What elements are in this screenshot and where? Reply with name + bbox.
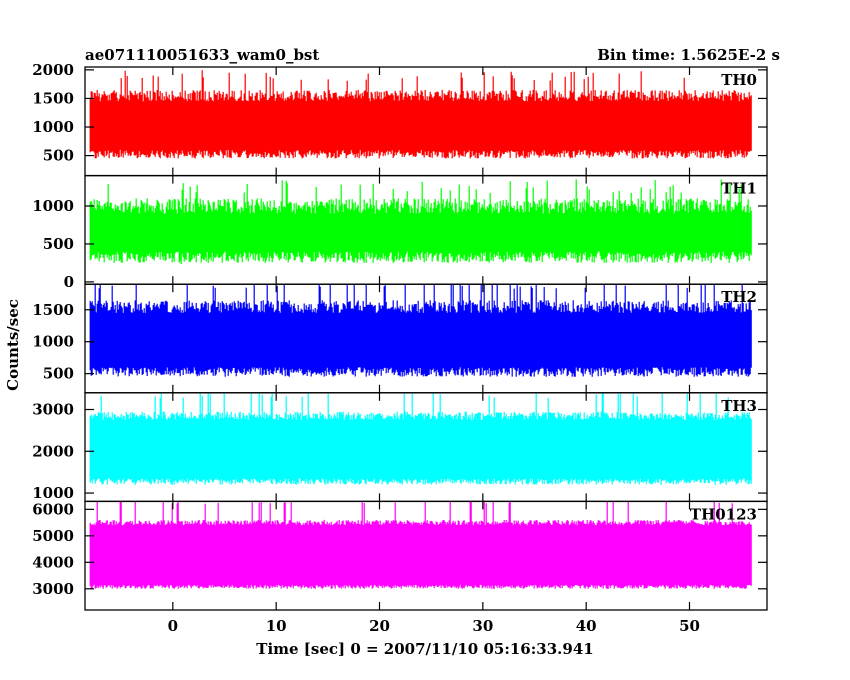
- y-tick-label: 1500: [32, 89, 74, 107]
- y-axis-label: Counts/sec: [4, 299, 22, 391]
- x-tick-label: 20: [369, 617, 390, 635]
- x-tick-label: 30: [472, 617, 493, 635]
- y-tick-label: 1000: [32, 118, 74, 136]
- y-tick-label: 5000: [32, 527, 74, 545]
- panel-label: TH2: [721, 288, 757, 306]
- y-tick-label: 1000: [32, 333, 74, 351]
- series-th0: [89, 70, 752, 159]
- chart-title: ae071110051633_wam0_bst: [85, 46, 319, 64]
- x-axis-label: Time [sec] 0 = 2007/11/10 05:16:33.941: [256, 640, 593, 658]
- y-tick-label: 1000: [32, 197, 74, 215]
- panel-th2: 500 1000 1500 TH2: [32, 283, 768, 394]
- y-tick-label: 4000: [32, 553, 74, 571]
- series-th3: [89, 392, 752, 485]
- y-tick-label: 0: [64, 273, 74, 291]
- x-tick-label: 40: [576, 617, 597, 635]
- panel-th0123: 3000 4000 5000 6000 TH0123: [32, 500, 768, 611]
- y-tick-label: 1500: [32, 301, 74, 319]
- panel-label: TH0: [721, 71, 757, 89]
- panels-group: 500 1000 1500 2000 TH0 0 500 1000 TH1 500 1000 1500…: [32, 61, 768, 611]
- x-tick-label: 0: [168, 617, 178, 635]
- panel-th3: 1000 2000 3000 TH3: [32, 392, 768, 503]
- bin-time-label: Bin time: 1.5625E-2 s: [597, 46, 780, 64]
- y-tick-label: 3000: [32, 401, 74, 419]
- panel-label: TH0123: [690, 505, 757, 523]
- y-tick-label: 3000: [32, 580, 74, 598]
- series-th2: [89, 284, 752, 377]
- panel-th1: 0 500 1000 TH1: [32, 174, 768, 291]
- y-tick-label: 500: [43, 365, 74, 383]
- y-tick-label: 2000: [32, 442, 74, 460]
- panel-frame: [84, 500, 768, 611]
- y-tick-label: 500: [43, 235, 74, 253]
- series-th1: [89, 179, 752, 265]
- x-tick-label: 50: [679, 617, 700, 635]
- series-th0123: [89, 501, 752, 589]
- y-tick-label: 2000: [32, 61, 74, 79]
- x-tick-label: 10: [266, 617, 287, 635]
- panel-label: TH3: [721, 397, 757, 415]
- y-tick-label: 1000: [32, 484, 74, 502]
- panel-th0: 500 1000 1500 2000 TH0: [32, 61, 768, 177]
- y-tick-label: 500: [43, 147, 74, 165]
- panel-label: TH1: [721, 180, 757, 198]
- x-axis: 0 10 20 30 40 50: [168, 617, 700, 635]
- y-tick-label: 6000: [32, 500, 74, 518]
